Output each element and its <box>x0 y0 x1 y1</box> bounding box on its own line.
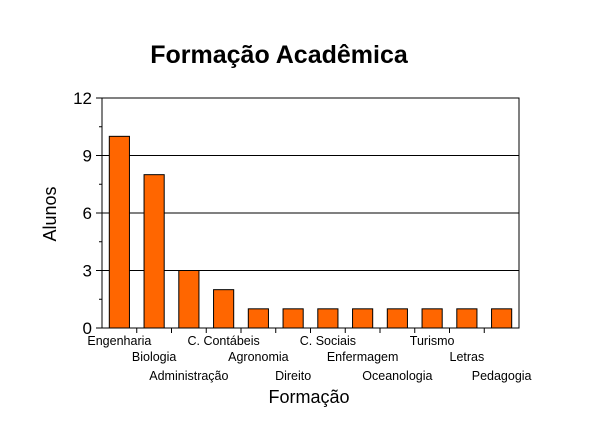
x-tick-label: Engenharia <box>87 334 151 348</box>
y-axis-title: Alunos <box>40 186 60 241</box>
y-axis-ticks: 0 3 6 9 12 <box>73 89 102 338</box>
y-tick-label: 3 <box>83 262 92 281</box>
x-tick-label: C. Contábeis <box>187 334 259 348</box>
x-tick-label: Direito <box>275 369 311 383</box>
bar <box>456 308 478 329</box>
bar <box>143 174 165 329</box>
bar <box>178 270 200 329</box>
bar <box>213 289 235 329</box>
x-tick-label: Letras <box>450 350 485 364</box>
bar <box>386 308 408 329</box>
bar <box>421 308 443 329</box>
x-tick-label: Enfermagem <box>327 350 399 364</box>
y-tick-label: 12 <box>73 89 92 108</box>
x-tick-label: Biologia <box>132 350 177 364</box>
x-tick-label: Pedagogia <box>472 369 532 383</box>
x-tick-label: Agronomia <box>228 350 288 364</box>
bar <box>317 308 339 329</box>
y-tick-label: 9 <box>83 147 92 166</box>
x-tick-label: Administração <box>149 369 228 383</box>
y-tick-label: 0 <box>83 319 92 338</box>
x-axis-title: Formação <box>268 387 349 407</box>
chart-title: Formação Acadêmica <box>150 41 409 69</box>
bar <box>247 308 269 329</box>
bar <box>352 308 374 329</box>
x-tick-label: Turismo <box>410 334 455 348</box>
x-axis-ticks: Engenharia Biologia Administração C. Contáb… <box>87 328 532 383</box>
x-tick-label: C. Sociais <box>300 334 356 348</box>
bar <box>282 308 304 329</box>
y-tick-label: 6 <box>83 204 92 223</box>
bar <box>108 135 130 329</box>
gridlines <box>102 155 519 271</box>
x-tick-label: Oceanologia <box>362 369 432 383</box>
bars <box>108 135 513 329</box>
bar <box>491 308 513 329</box>
